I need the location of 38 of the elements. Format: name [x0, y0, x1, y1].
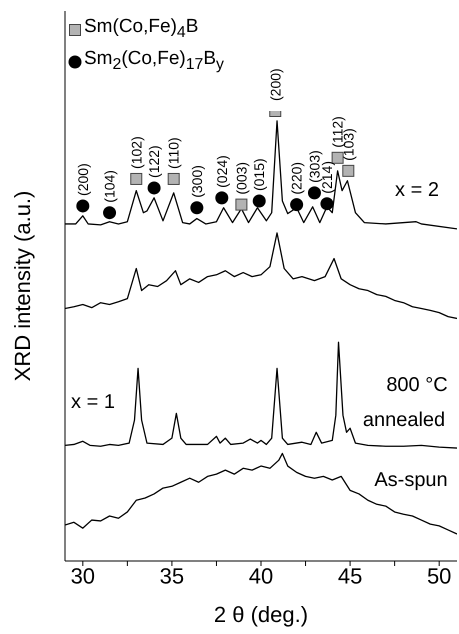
annotation: (300) — [188, 165, 205, 198]
x-axis-title: 2 θ (deg.) — [214, 602, 308, 627]
annotation: 800 °C — [386, 374, 448, 396]
point — [148, 181, 161, 194]
point — [190, 201, 204, 214]
annotation: x = 1 — [71, 391, 115, 413]
annotation: As-spun — [374, 469, 448, 491]
point — [235, 198, 248, 211]
annotation: (024) — [214, 155, 230, 188]
x-tick-label: 30 — [70, 564, 96, 589]
x-tick-label: 35 — [160, 564, 184, 589]
point — [308, 186, 321, 200]
annotation: (104) — [102, 170, 118, 203]
x-tick-label: 45 — [338, 564, 362, 589]
point — [215, 191, 228, 204]
point — [168, 172, 180, 185]
annotation: (200) — [74, 163, 91, 196]
annotation: (015) — [251, 158, 268, 191]
point — [342, 164, 354, 177]
y-axis-title: XRD intensity (a.u.) — [10, 190, 35, 382]
annotation: (200) — [267, 68, 284, 101]
annotation: (003) — [233, 162, 250, 195]
annotation: x = 2 — [395, 179, 439, 201]
annotation: (110) — [166, 137, 182, 169]
point — [103, 206, 116, 220]
legend-label: Sm$_{2}$(Co,Fe)$_{17}$B$_{y}$ — [84, 46, 224, 75]
point — [130, 172, 142, 185]
point — [252, 194, 266, 208]
annotation: (102) — [128, 136, 144, 169]
point — [320, 197, 334, 210]
annotation: (220) — [288, 162, 305, 195]
point — [76, 199, 90, 212]
annotation: annealed — [362, 409, 446, 431]
x-tick-label: 50 — [426, 564, 452, 589]
legend-label: Sm(Co,Fe)$_{4}$B — [84, 15, 198, 43]
point — [290, 198, 304, 212]
x-tick-label: 40 — [248, 564, 274, 589]
annotation: (122) — [146, 145, 162, 178]
